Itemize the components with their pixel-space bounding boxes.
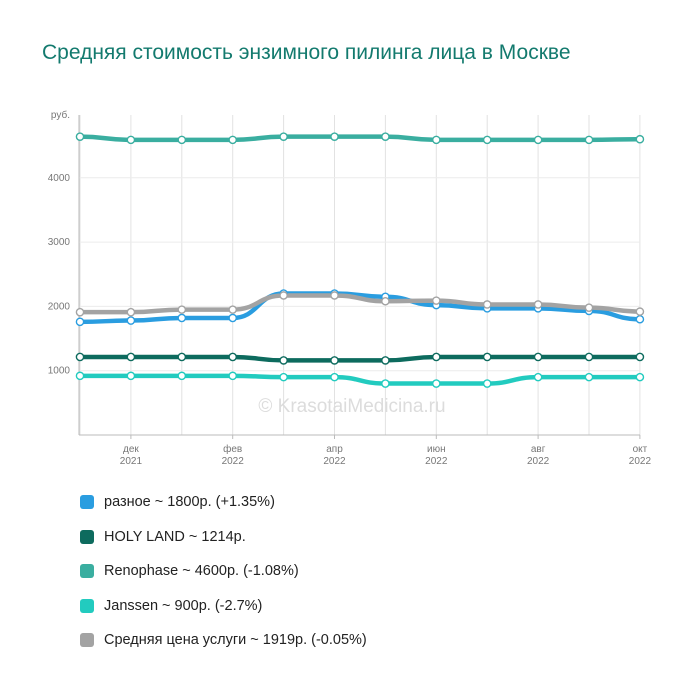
series-point-1 bbox=[533, 352, 543, 362]
series-point-0 bbox=[228, 313, 237, 323]
series-point-1 bbox=[177, 352, 187, 362]
series-point-1 bbox=[381, 356, 390, 365]
series-line-2 bbox=[77, 134, 643, 143]
series-point-2 bbox=[330, 132, 339, 141]
legend-swatch bbox=[80, 598, 94, 613]
series-point-3 bbox=[330, 372, 339, 382]
x-tick-label-month: дек bbox=[123, 444, 139, 455]
x-tick-label-year: 2022 bbox=[425, 456, 448, 467]
series-point-1 bbox=[431, 352, 441, 362]
x-tick-label-year: 2022 bbox=[527, 456, 550, 467]
series-line-3 bbox=[77, 373, 643, 386]
chart-legend: разное ~ 1800р. (+1.35%) HOLY LAND ~ 1214… bbox=[80, 485, 367, 658]
series-point-3 bbox=[126, 371, 136, 381]
series-point-4 bbox=[279, 291, 288, 300]
legend-label: HOLY LAND ~ 1214р. bbox=[104, 528, 246, 545]
legend-item[interactable]: разное ~ 1800р. (+1.35%) bbox=[80, 485, 367, 520]
series-point-4 bbox=[381, 296, 390, 306]
series-point-4 bbox=[228, 305, 237, 314]
series-point-2 bbox=[279, 132, 288, 141]
price-line-chart: 1000200030004000руб.дек2021фев2022апр202… bbox=[48, 109, 652, 467]
x-tick-label-month: апр bbox=[326, 444, 343, 455]
series-point-4 bbox=[635, 307, 645, 316]
y-tick-label: 2000 bbox=[48, 301, 71, 312]
series-point-2 bbox=[228, 135, 237, 145]
y-tick-label: 1000 bbox=[48, 366, 71, 377]
series-point-2 bbox=[75, 132, 85, 141]
series-point-1 bbox=[228, 352, 237, 362]
series-point-1 bbox=[75, 352, 85, 362]
series-point-3 bbox=[75, 371, 85, 381]
series-point-3 bbox=[431, 379, 441, 388]
series-point-0 bbox=[635, 314, 645, 324]
legend-label: Janssen ~ 900р. (-2.7%) bbox=[104, 597, 263, 614]
x-tick-label-month: окт bbox=[633, 444, 648, 455]
series-point-3 bbox=[635, 372, 645, 382]
series-point-1 bbox=[584, 352, 594, 362]
legend-label: Средняя цена услуги ~ 1919р. (-0.05%) bbox=[104, 632, 367, 649]
series-point-4 bbox=[330, 291, 339, 300]
legend-label: Renophase ~ 4600р. (-1.08%) bbox=[104, 563, 299, 580]
x-tick-label-year: 2022 bbox=[222, 456, 245, 467]
series-point-3 bbox=[482, 379, 492, 388]
series-point-0 bbox=[75, 317, 85, 327]
series-point-2 bbox=[431, 135, 441, 145]
legend-swatch bbox=[80, 633, 94, 648]
series-point-2 bbox=[584, 135, 594, 145]
series-point-3 bbox=[228, 371, 237, 381]
series-point-1 bbox=[330, 356, 339, 365]
series-point-2 bbox=[126, 135, 136, 145]
legend-item[interactable]: Janssen ~ 900р. (-2.7%) bbox=[80, 589, 367, 624]
series-point-3 bbox=[584, 372, 594, 382]
legend-item[interactable]: HOLY LAND ~ 1214р. bbox=[80, 520, 367, 555]
legend-item[interactable]: Renophase ~ 4600р. (-1.08%) bbox=[80, 554, 367, 589]
series-line-1 bbox=[77, 354, 643, 363]
series-point-4 bbox=[584, 303, 594, 312]
series-point-1 bbox=[482, 352, 492, 362]
y-tick-label: 4000 bbox=[48, 173, 71, 184]
series-point-4 bbox=[482, 300, 492, 309]
series-point-2 bbox=[533, 135, 543, 145]
series-point-1 bbox=[635, 352, 645, 362]
series-point-4 bbox=[177, 305, 187, 314]
series-point-4 bbox=[533, 300, 543, 309]
series-point-1 bbox=[126, 352, 136, 362]
series-point-2 bbox=[635, 134, 645, 144]
x-tick-label-year: 2021 bbox=[120, 456, 143, 467]
series-point-3 bbox=[381, 379, 390, 388]
x-tick-label-month: июн bbox=[427, 444, 446, 455]
series-point-2 bbox=[381, 132, 390, 141]
series-point-3 bbox=[533, 372, 543, 382]
series-point-4 bbox=[75, 307, 85, 317]
series-point-0 bbox=[177, 313, 187, 323]
series-point-3 bbox=[177, 371, 187, 381]
series-point-2 bbox=[482, 135, 492, 145]
legend-label: разное ~ 1800р. (+1.35%) bbox=[104, 494, 275, 511]
x-tick-label-month: авг bbox=[531, 444, 546, 455]
series-point-4 bbox=[126, 307, 136, 317]
x-tick-label-year: 2022 bbox=[629, 456, 652, 467]
x-tick-label-year: 2022 bbox=[323, 456, 346, 467]
watermark: © KrasotaiMedicina.ru bbox=[258, 396, 445, 417]
x-tick-label-month: фев bbox=[223, 443, 242, 455]
legend-swatch bbox=[80, 529, 94, 544]
series-point-0 bbox=[126, 316, 136, 325]
y-tick-label: 3000 bbox=[48, 237, 71, 248]
legend-item[interactable]: Средняя цена услуги ~ 1919р. (-0.05%) bbox=[80, 623, 367, 658]
y-unit-label: руб. bbox=[51, 109, 70, 121]
chart-title: Средняя стоимость энзимного пилинга лица… bbox=[42, 41, 571, 64]
series-point-1 bbox=[279, 356, 288, 365]
series-point-3 bbox=[279, 372, 288, 382]
legend-swatch bbox=[80, 495, 94, 510]
legend-swatch bbox=[80, 564, 94, 579]
series-point-4 bbox=[431, 296, 441, 305]
series-point-2 bbox=[177, 135, 187, 145]
